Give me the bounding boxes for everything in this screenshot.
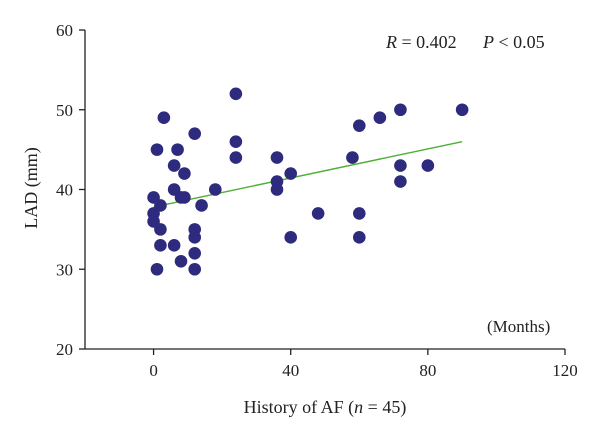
annotation-p-value: < 0.05: [494, 32, 545, 52]
data-point-33: [346, 151, 359, 164]
trendline: [153, 140, 463, 208]
y-tick-label-40: 40: [56, 181, 73, 200]
y-axis-label: LAD (mm): [21, 147, 42, 228]
data-point-21: [188, 262, 202, 276]
y-tick-label-30: 30: [56, 260, 73, 279]
data-point-27: [270, 151, 284, 164]
annotation-p-symbol: P: [482, 32, 494, 52]
y-ticks: 20 30 40 50 60: [56, 21, 85, 359]
x-tick-label-0: 0: [149, 361, 158, 380]
y-tick-label-50: 50: [56, 101, 73, 120]
data-point-6: [154, 223, 167, 236]
data-point-9: [167, 159, 181, 172]
data-point-38: [394, 103, 407, 117]
x-axis-label-prefix: History of AF (: [244, 397, 355, 418]
data-point-32: [311, 207, 325, 220]
x-axis-label-n: n: [354, 397, 363, 417]
data-point-7: [154, 239, 167, 252]
x-tick-label-120: 120: [552, 361, 578, 380]
data-points: [147, 87, 469, 276]
data-point-37: [373, 111, 387, 125]
annotation-r: R = 0.402: [385, 32, 457, 52]
data-point-4: [150, 262, 164, 276]
y-tick-label-20: 20: [56, 340, 73, 359]
data-point-25: [229, 135, 243, 148]
data-point-42: [455, 103, 469, 117]
data-point-22: [195, 199, 208, 212]
data-point-8: [157, 111, 171, 125]
x-tick-label-40: 40: [282, 361, 299, 380]
data-point-34: [352, 119, 366, 132]
annotation-p: P < 0.05: [482, 32, 545, 52]
data-point-26: [229, 151, 243, 164]
x-axis-label-suffix: = 45): [363, 397, 406, 418]
data-point-12: [171, 143, 184, 156]
data-point-30: [284, 167, 298, 180]
data-point-36: [352, 231, 366, 244]
data-point-35: [352, 207, 366, 220]
data-point-23: [208, 183, 222, 196]
data-point-31: [284, 231, 298, 244]
x-tick-label-80: 80: [419, 361, 436, 380]
axes: [84, 30, 565, 350]
y-tick-label-60: 60: [56, 21, 73, 40]
data-point-19: [188, 231, 202, 244]
data-point-14: [174, 254, 188, 268]
x-axis-label: History of AF (n = 45): [244, 397, 407, 418]
data-point-17: [188, 127, 202, 140]
data-point-20: [188, 247, 202, 260]
data-point-15: [178, 167, 191, 180]
data-point-40: [394, 175, 407, 188]
x-ticks: 0 40 80 120: [149, 349, 578, 380]
data-point-24: [229, 87, 243, 101]
data-point-16: [178, 191, 191, 204]
data-point-5: [154, 199, 167, 212]
annotation-r-value: = 0.402: [397, 32, 457, 52]
x-unit-label: (Months): [487, 317, 550, 336]
data-point-29: [270, 183, 284, 196]
annotation-r-symbol: R: [385, 32, 397, 52]
data-point-41: [421, 159, 435, 172]
data-point-3: [150, 143, 164, 156]
data-point-39: [394, 159, 407, 172]
data-point-11: [167, 239, 181, 252]
